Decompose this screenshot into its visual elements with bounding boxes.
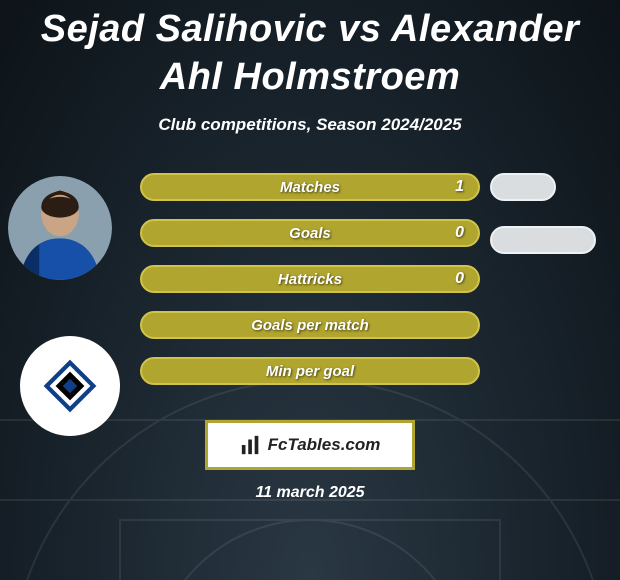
- page-title: Sejad Salihovic vs Alexander Ahl Holmstr…: [0, 0, 620, 101]
- date-label: 11 march 2025: [0, 484, 620, 502]
- stat-bar-left-container: Goals 0: [140, 219, 480, 247]
- stat-row: Goals per match: [0, 302, 620, 348]
- stat-row: Goals 0: [0, 210, 620, 256]
- stat-bar-right-container: [490, 226, 610, 254]
- stat-row: Matches 1: [0, 164, 620, 210]
- stat-row: Min per goal: [0, 348, 620, 394]
- stat-value-left: 1: [455, 178, 464, 196]
- stat-value-left: 0: [455, 270, 464, 288]
- stat-label: Goals: [289, 225, 331, 242]
- stats-area: Matches 1 Goals 0 Hattricks 0 Goals per match M…: [0, 164, 620, 394]
- subtitle: Club competitions, Season 2024/2025: [0, 115, 620, 135]
- stat-bar-left: Min per goal: [140, 357, 480, 385]
- stat-bar-left-container: Hattricks 0: [140, 265, 480, 293]
- stat-bar-right: [490, 226, 596, 254]
- stat-bar-left: Goals per match: [140, 311, 480, 339]
- stat-bar-left-container: Goals per match: [140, 311, 480, 339]
- stat-bar-left-container: Min per goal: [140, 357, 480, 385]
- stat-bar-left-container: Matches 1: [140, 173, 480, 201]
- brand-text: FcTables.com: [268, 435, 381, 455]
- stat-row: Hattricks 0: [0, 256, 620, 302]
- content-root: Sejad Salihovic vs Alexander Ahl Holmstr…: [0, 0, 620, 580]
- stat-bar-left: Goals 0: [140, 219, 480, 247]
- stat-label: Matches: [280, 179, 340, 196]
- stat-label: Goals per match: [251, 317, 369, 334]
- bar-chart-icon: [240, 434, 262, 456]
- stat-label: Min per goal: [266, 363, 354, 380]
- stat-bar-left: Hattricks 0: [140, 265, 480, 293]
- stat-value-left: 0: [455, 224, 464, 242]
- stat-label: Hattricks: [278, 271, 342, 288]
- stat-bar-right: [490, 173, 556, 201]
- brand-box[interactable]: FcTables.com: [205, 420, 415, 470]
- stat-bar-right-container: [490, 173, 610, 201]
- stat-bar-left: Matches 1: [140, 173, 480, 201]
